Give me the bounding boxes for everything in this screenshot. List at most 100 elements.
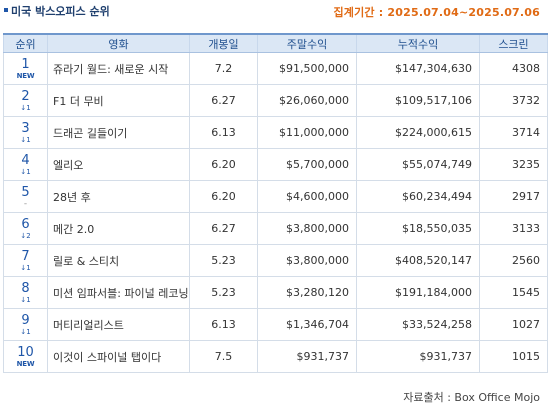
table-row: 4 ↓1 엘리오 6.20 $5,700,000 $55,074,749 3235 <box>3 148 548 181</box>
table-row: 2 ↓1 F1 더 무비 6.27 $26,060,000 $109,517,106 373… <box>3 84 548 117</box>
screens-cell: 4308 <box>479 52 548 85</box>
rank-number: 3 <box>21 120 30 136</box>
rank-down-indicator: ↓2 <box>20 231 31 240</box>
rank-down-indicator: ↓1 <box>20 327 31 336</box>
weekend-gross-cell: $4,600,000 <box>257 180 357 213</box>
column-header-rank: 순위 <box>3 33 48 53</box>
rank-cell: 5- <box>3 180 48 213</box>
column-header-screens: 스크린 <box>479 33 548 53</box>
movie-title-link[interactable]: 이것이 스파이널 탭이다 <box>47 340 190 373</box>
column-header-weekend-gross: 주말수익 <box>257 33 357 53</box>
rank-number: 5 <box>21 184 30 200</box>
rank-number: 8 <box>21 280 30 296</box>
rank-down-indicator: ↓1 <box>20 103 31 112</box>
movie-title-link[interactable]: 릴로 & 스티치 <box>47 244 190 277</box>
box-office-table: 순위 영화 개봉일 주말수익 누적수익 스크린 1 NEW 쥬라기 월드: 새로운 … <box>3 33 548 373</box>
weekend-gross-cell: $3,800,000 <box>257 212 357 245</box>
movie-title-link[interactable]: 드래곤 길들이기 <box>47 116 190 149</box>
screens-cell: 1545 <box>479 276 548 309</box>
weekend-gross-cell: $1,346,704 <box>257 308 357 341</box>
total-gross-cell: $191,184,000 <box>356 276 480 309</box>
rank-cell: 6 ↓2 <box>3 212 48 245</box>
new-entry-badge: NEW <box>16 359 35 368</box>
open-date-cell: 5.23 <box>189 244 258 277</box>
open-date-cell: 5.23 <box>189 276 258 309</box>
total-gross-cell: $55,074,749 <box>356 148 480 181</box>
movie-title-link[interactable]: 머티리얼리스트 <box>47 308 190 341</box>
movie-title-link[interactable]: 28년 후 <box>47 180 190 213</box>
table-row: 1 NEW 쥬라기 월드: 새로운 시작 7.2 $91,500,000 $147,304… <box>3 52 548 85</box>
weekend-gross-cell: $3,280,120 <box>257 276 357 309</box>
rank-cell: 9 ↓1 <box>3 308 48 341</box>
movie-title-link[interactable]: 메간 2.0 <box>47 212 190 245</box>
weekend-gross-cell: $931,737 <box>257 340 357 373</box>
rank-cell: 10 NEW <box>3 340 48 373</box>
table-row: 8 ↓1 미션 임파서블: 파이널 레코닝 5.23 $3,280,120 $191,18… <box>3 276 548 309</box>
screens-cell: 2917 <box>479 180 548 213</box>
table-row: 5-28년 후 6.20 $4,600,000 $60,234,494 2917 <box>3 180 548 213</box>
rank-number: 10 <box>17 344 34 360</box>
new-entry-badge: NEW <box>16 71 35 80</box>
open-date-cell: 6.13 <box>189 116 258 149</box>
rank-number: 7 <box>21 248 30 264</box>
table-row: 6 ↓2 메간 2.0 6.27 $3,800,000 $18,550,035 3133 <box>3 212 548 245</box>
screens-cell: 1027 <box>479 308 548 341</box>
column-header-total-gross: 누적수익 <box>356 33 480 53</box>
total-gross-cell: $408,520,147 <box>356 244 480 277</box>
screens-cell: 3714 <box>479 116 548 149</box>
source-note: 자료출처 : Box Office Mojo <box>403 391 540 404</box>
column-header-open-date: 개봉일 <box>189 33 258 53</box>
rank-number: 2 <box>21 88 30 104</box>
open-date-cell: 7.5 <box>189 340 258 373</box>
period-label: 집계기간 : 2025.07.04~2025.07.06 <box>333 6 540 19</box>
movie-title-link[interactable]: 미션 임파서블: 파이널 레코닝 <box>47 276 190 309</box>
table-header-row: 순위 영화 개봉일 주말수익 누적수익 스크린 <box>3 33 548 53</box>
rank-cell: 8 ↓1 <box>3 276 48 309</box>
open-date-cell: 6.27 <box>189 84 258 117</box>
open-date-cell: 7.2 <box>189 52 258 85</box>
movie-title-link[interactable]: 쥬라기 월드: 새로운 시작 <box>47 52 190 85</box>
table-row: 9 ↓1 머티리얼리스트 6.13 $1,346,704 $33,524,258 1027 <box>3 308 548 341</box>
movie-title-link[interactable]: F1 더 무비 <box>47 84 190 117</box>
page-header: 미국 박스오피스 순위 집계기간 : 2025.07.04~2025.07.06 <box>0 0 550 26</box>
table-row: 10 NEW 이것이 스파이널 탭이다 7.5 $931,737 $931,737 1015 <box>3 340 548 373</box>
weekend-gross-cell: $3,800,000 <box>257 244 357 277</box>
rank-number: 6 <box>21 216 30 232</box>
rank-number: 1 <box>21 56 30 72</box>
rank-cell: 2 ↓1 <box>3 84 48 117</box>
rank-down-indicator: ↓1 <box>20 167 31 176</box>
total-gross-cell: $109,517,106 <box>356 84 480 117</box>
screens-cell: 3235 <box>479 148 548 181</box>
screens-cell: 2560 <box>479 244 548 277</box>
weekend-gross-cell: $91,500,000 <box>257 52 357 85</box>
rank-cell: 7 ↓1 <box>3 244 48 277</box>
no-change-icon: - <box>23 198 28 209</box>
page-title: 미국 박스오피스 순위 <box>11 5 110 18</box>
open-date-cell: 6.13 <box>189 308 258 341</box>
table-row: 3 ↓1 드래곤 길들이기 6.13 $11,000,000 $224,000,615 37… <box>3 116 548 149</box>
bullet-icon <box>4 8 8 12</box>
rank-down-indicator: ↓1 <box>20 135 31 144</box>
rank-cell: 3 ↓1 <box>3 116 48 149</box>
table-row: 7 ↓1 릴로 & 스티치 5.23 $3,800,000 $408,520,147 256… <box>3 244 548 277</box>
screens-cell: 3732 <box>479 84 548 117</box>
screens-cell: 3133 <box>479 212 548 245</box>
weekend-gross-cell: $11,000,000 <box>257 116 357 149</box>
total-gross-cell: $931,737 <box>356 340 480 373</box>
total-gross-cell: $33,524,258 <box>356 308 480 341</box>
screens-cell: 1015 <box>479 340 548 373</box>
rank-number: 4 <box>21 152 30 168</box>
total-gross-cell: $224,000,615 <box>356 116 480 149</box>
column-header-movie: 영화 <box>47 33 190 53</box>
rank-down-indicator: ↓1 <box>20 295 31 304</box>
movie-title-link[interactable]: 엘리오 <box>47 148 190 181</box>
open-date-cell: 6.27 <box>189 212 258 245</box>
rank-number: 9 <box>21 312 30 328</box>
weekend-gross-cell: $5,700,000 <box>257 148 357 181</box>
weekend-gross-cell: $26,060,000 <box>257 84 357 117</box>
rank-down-indicator: ↓1 <box>20 263 31 272</box>
total-gross-cell: $147,304,630 <box>356 52 480 85</box>
open-date-cell: 6.20 <box>189 180 258 213</box>
total-gross-cell: $18,550,035 <box>356 212 480 245</box>
rank-cell: 4 ↓1 <box>3 148 48 181</box>
